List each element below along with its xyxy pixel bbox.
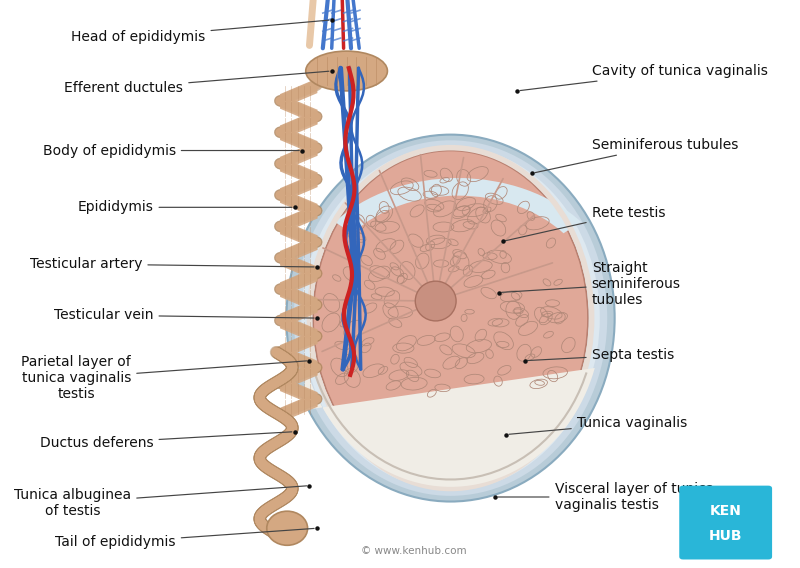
Text: Testicular vein: Testicular vein bbox=[54, 308, 314, 322]
Text: Cavity of tunica vaginalis: Cavity of tunica vaginalis bbox=[520, 64, 767, 90]
PathPatch shape bbox=[303, 368, 594, 487]
Text: Rete testis: Rete testis bbox=[506, 206, 665, 241]
Text: Seminiferous tubules: Seminiferous tubules bbox=[535, 138, 738, 173]
Text: Visceral layer of tunica
vaginalis testis: Visceral layer of tunica vaginalis testi… bbox=[498, 482, 714, 512]
Text: Ductus deferens: Ductus deferens bbox=[40, 432, 292, 450]
Text: Straight
seminiferous
tubules: Straight seminiferous tubules bbox=[502, 261, 681, 307]
Ellipse shape bbox=[286, 135, 614, 502]
Text: Tail of epididymis: Tail of epididymis bbox=[55, 528, 314, 549]
Text: Septa testis: Septa testis bbox=[527, 348, 674, 362]
Wedge shape bbox=[334, 178, 581, 233]
FancyBboxPatch shape bbox=[679, 486, 772, 559]
Ellipse shape bbox=[294, 140, 607, 496]
Text: KEN: KEN bbox=[710, 504, 742, 518]
Ellipse shape bbox=[302, 146, 600, 490]
Ellipse shape bbox=[313, 151, 588, 486]
Text: Tunica albuginea
of testis: Tunica albuginea of testis bbox=[14, 486, 306, 518]
Text: Testicular artery: Testicular artery bbox=[30, 257, 314, 271]
Text: Efferent ductules: Efferent ductules bbox=[64, 71, 329, 95]
Text: Parietal layer of
tunica vaginalis
testis: Parietal layer of tunica vaginalis testi… bbox=[22, 354, 306, 401]
Text: Body of epididymis: Body of epididymis bbox=[42, 144, 299, 157]
Text: Head of epididymis: Head of epididymis bbox=[71, 20, 329, 44]
Ellipse shape bbox=[415, 281, 456, 321]
Ellipse shape bbox=[306, 51, 387, 91]
Text: © www.kenhub.com: © www.kenhub.com bbox=[361, 545, 466, 556]
Text: Epididymis: Epididymis bbox=[78, 201, 292, 214]
Text: Tunica vaginalis: Tunica vaginalis bbox=[509, 416, 687, 435]
Ellipse shape bbox=[266, 511, 307, 545]
Text: HUB: HUB bbox=[709, 529, 742, 543]
